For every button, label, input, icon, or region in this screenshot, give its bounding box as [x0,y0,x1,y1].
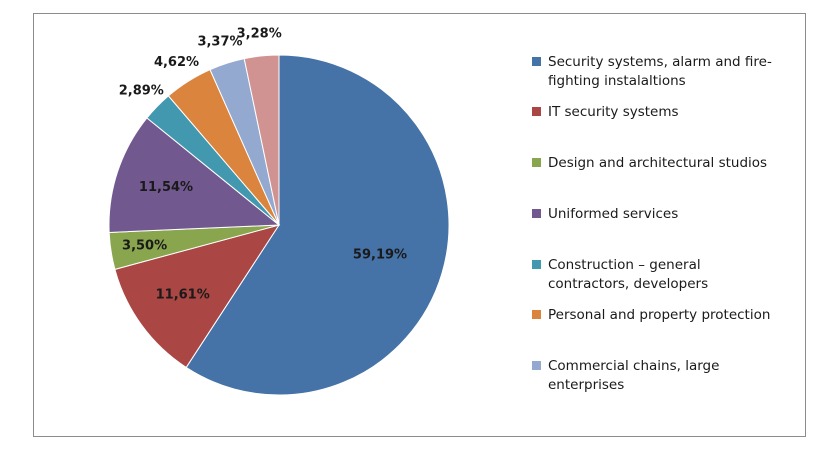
legend-item-commercial-chains: Commercial chains, large enterprises [532,357,719,395]
legend-label: Commercial chains, large enterprises [548,358,720,393]
legend-swatch [532,57,541,66]
pie-slice [243,54,280,226]
legend-item-design-studios: Design and architectural studios [532,154,767,173]
slice-data-label: 4,62% [154,55,199,70]
legend-label: Uniformed services [548,206,679,222]
legend-label: Personal and property protection [548,307,771,323]
legend-swatch [532,361,541,370]
slice-data-label: 11,61% [156,288,210,303]
legend-swatch [532,209,541,218]
legend-label: IT security systems [548,104,679,120]
slice-data-label: 3,50% [122,238,167,253]
slice-data-label: 59,19% [353,248,407,263]
legend-swatch [532,310,541,319]
legend-swatch [532,260,541,269]
legend-item-personal-protection: Personal and property protection [532,306,770,325]
legend-label: Security systems, alarm and fire-fightin… [548,54,772,89]
legend-item-uniformed-services: Uniformed services [532,205,678,224]
legend-item-construction: Construction – general contractors, devel… [532,256,708,294]
legend-item-it-security: IT security systems [532,103,679,122]
legend-label: Design and architectural studios [548,155,768,171]
slice-data-label: 3,37% [197,35,242,50]
slice-data-label: 3,28% [237,26,282,41]
legend-swatch [532,158,541,167]
pie-slice [108,117,281,233]
pie-slice [185,54,450,396]
legend-label: Construction – general contractors, devel… [548,257,709,292]
slice-data-label: 11,54% [139,180,193,195]
slice-data-label: 2,89% [119,84,164,99]
legend-swatch [532,107,541,116]
legend-item-security-systems: Security systems, alarm and fire-fightin… [532,53,772,91]
pie-slice [114,224,281,369]
